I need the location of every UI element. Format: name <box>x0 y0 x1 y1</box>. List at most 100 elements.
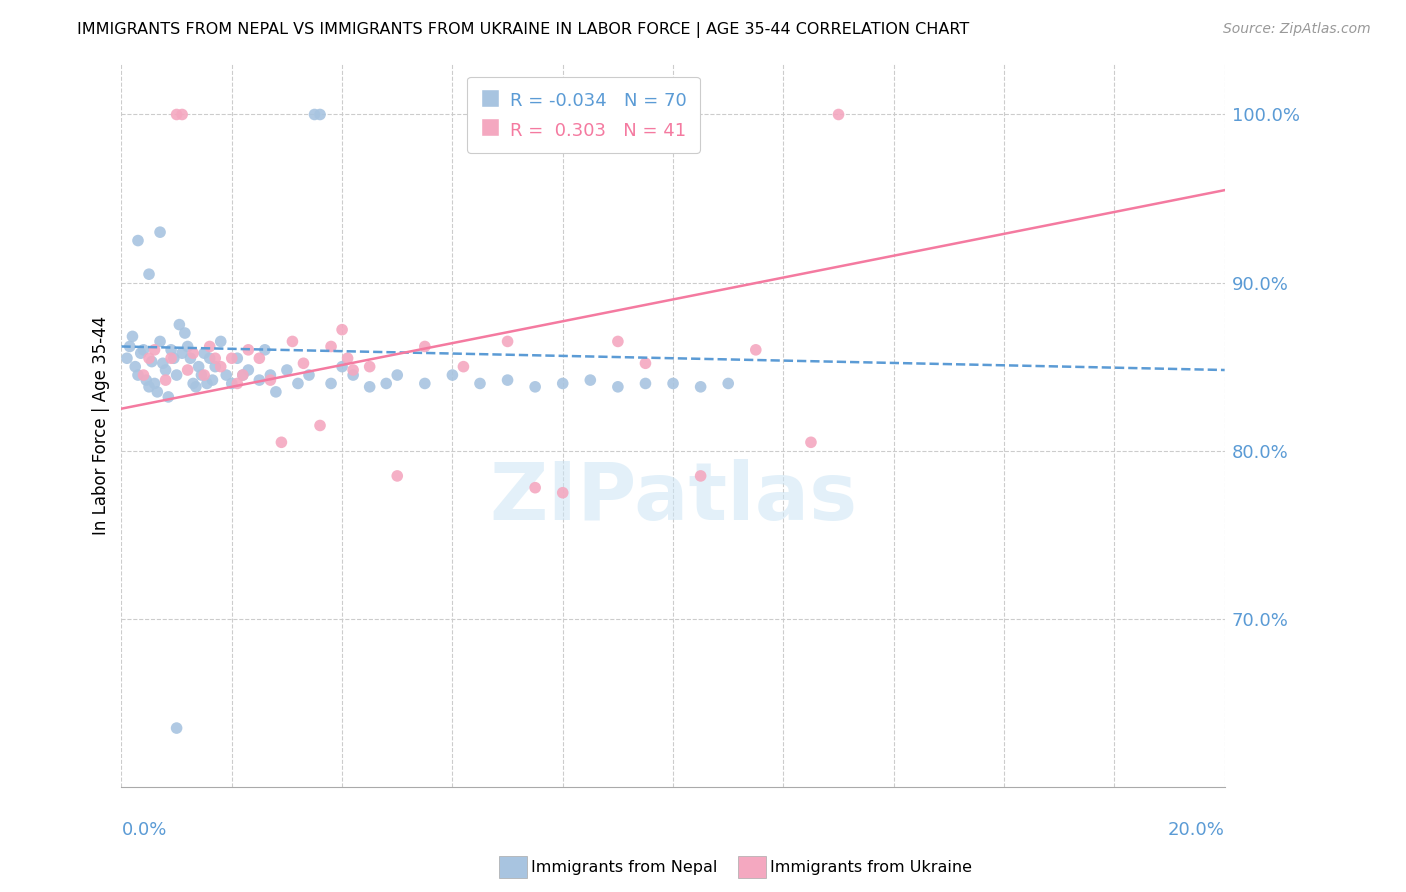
Point <box>198 339 221 353</box>
Point <box>181 346 204 360</box>
Point <box>259 368 281 382</box>
Point <box>387 469 409 483</box>
Point <box>169 318 191 332</box>
Point <box>146 384 169 399</box>
Point <box>204 359 226 374</box>
Point <box>342 363 364 377</box>
Point <box>221 376 243 391</box>
Point <box>155 373 177 387</box>
Text: Immigrants from Nepal: Immigrants from Nepal <box>531 860 718 874</box>
Point <box>204 351 226 366</box>
Text: ZIPatlas: ZIPatlas <box>489 458 858 537</box>
Point <box>198 351 221 366</box>
Point <box>551 376 574 391</box>
Point <box>264 384 287 399</box>
Point <box>413 339 436 353</box>
Point <box>179 351 201 366</box>
Point <box>190 368 212 382</box>
Point <box>330 323 353 337</box>
Point <box>468 107 491 121</box>
Point <box>143 376 166 391</box>
Point <box>287 376 309 391</box>
Point <box>276 363 298 377</box>
Point <box>149 225 172 239</box>
Point <box>226 376 249 391</box>
Point <box>359 380 381 394</box>
Point <box>281 334 304 349</box>
Point <box>606 334 628 349</box>
Legend: R = -0.034   N = 70, R =  0.303   N = 41: R = -0.034 N = 70, R = 0.303 N = 41 <box>467 77 700 153</box>
Point <box>247 373 270 387</box>
Point <box>166 721 188 735</box>
Point <box>468 376 491 391</box>
Point <box>800 435 823 450</box>
Point <box>201 373 224 387</box>
Point <box>226 351 249 366</box>
Point <box>193 346 215 360</box>
Point <box>330 359 353 374</box>
Point <box>157 390 180 404</box>
Point <box>336 351 359 366</box>
Y-axis label: In Labor Force | Age 35-44: In Labor Force | Age 35-44 <box>93 316 110 535</box>
Point <box>152 356 174 370</box>
Point <box>551 485 574 500</box>
Point <box>143 343 166 357</box>
Point <box>606 380 628 394</box>
Point <box>319 339 342 353</box>
Point <box>238 363 260 377</box>
Point <box>634 376 657 391</box>
Point <box>149 334 172 349</box>
Point <box>689 469 711 483</box>
Point <box>232 368 254 382</box>
Point <box>172 346 194 360</box>
Point <box>181 376 204 391</box>
Point <box>118 339 141 353</box>
Point <box>359 359 381 374</box>
Point <box>309 107 332 121</box>
Point <box>441 368 464 382</box>
Point <box>298 368 321 382</box>
Point <box>115 351 138 366</box>
Point <box>184 380 207 394</box>
Point <box>127 234 149 248</box>
Point <box>195 376 218 391</box>
Point <box>579 373 602 387</box>
Point <box>124 359 146 374</box>
Point <box>689 380 711 394</box>
Point <box>253 343 276 357</box>
Point <box>662 376 685 391</box>
Point <box>209 334 232 349</box>
Point <box>160 351 183 366</box>
Point <box>141 354 163 368</box>
Point <box>127 368 149 382</box>
Point <box>496 334 519 349</box>
Point <box>193 368 215 382</box>
Point <box>413 376 436 391</box>
Point <box>160 343 183 357</box>
Point <box>135 373 157 387</box>
Point <box>524 380 547 394</box>
Point <box>138 351 160 366</box>
Point <box>453 359 475 374</box>
Point <box>238 343 260 357</box>
Text: 20.0%: 20.0% <box>1168 821 1225 838</box>
Point <box>215 368 238 382</box>
Point <box>496 373 519 387</box>
Point <box>717 376 740 391</box>
Text: IMMIGRANTS FROM NEPAL VS IMMIGRANTS FROM UKRAINE IN LABOR FORCE | AGE 35-44 CORR: IMMIGRANTS FROM NEPAL VS IMMIGRANTS FROM… <box>77 22 970 38</box>
Point <box>259 373 281 387</box>
Point <box>166 368 188 382</box>
Text: Immigrants from Ukraine: Immigrants from Ukraine <box>770 860 973 874</box>
Point <box>827 107 849 121</box>
Point <box>524 481 547 495</box>
Point <box>319 376 342 391</box>
Point <box>132 368 155 382</box>
Point <box>166 107 188 121</box>
Point <box>304 107 326 121</box>
Point <box>187 359 209 374</box>
Point <box>745 343 768 357</box>
Point <box>634 356 657 370</box>
Point <box>138 380 160 394</box>
Point <box>232 368 254 382</box>
Point <box>138 267 160 281</box>
